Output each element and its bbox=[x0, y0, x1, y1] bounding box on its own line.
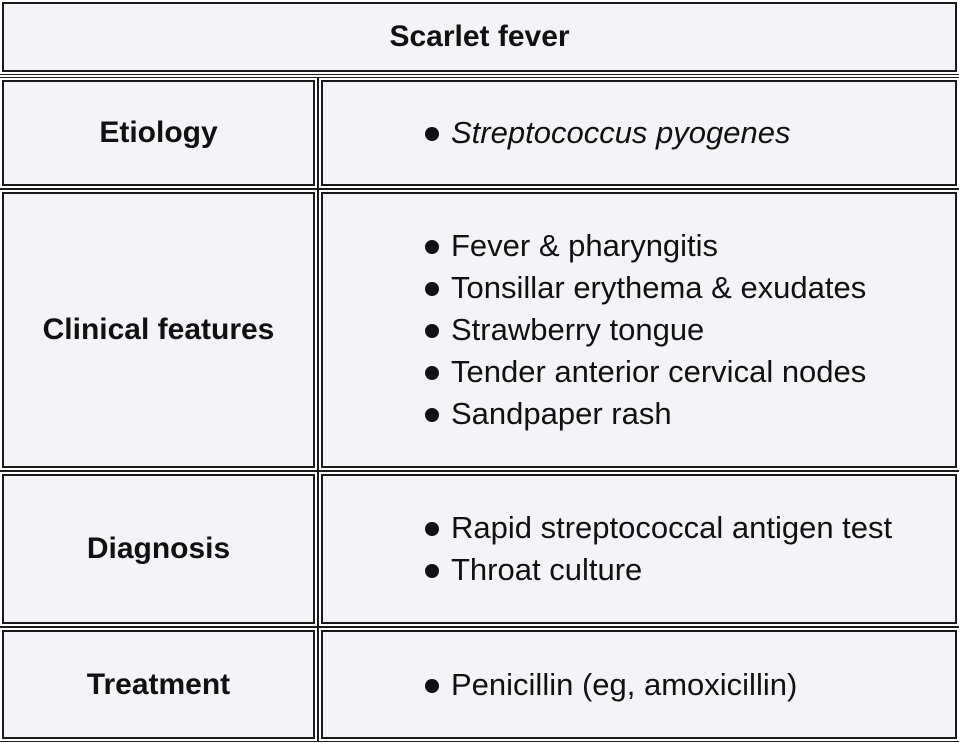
list-item: Tender anterior cervical nodes bbox=[423, 351, 866, 393]
bullet-list: Fever & pharyngitis Tonsillar erythema &… bbox=[323, 225, 866, 435]
list-item: Penicillin (eg, amoxicillin) bbox=[423, 664, 797, 706]
row-label-treatment: Treatment bbox=[0, 627, 318, 742]
list-item: Tonsillar erythema & exudates bbox=[423, 267, 866, 309]
list-item: Fever & pharyngitis bbox=[423, 225, 866, 267]
list-item: Rapid streptococcal antigen test bbox=[423, 507, 892, 549]
list-item: Streptococcus pyogenes bbox=[423, 112, 791, 154]
row-label-diagnosis: Diagnosis bbox=[0, 471, 318, 627]
row-label-etiology: Etiology bbox=[0, 77, 318, 189]
list-item: Sandpaper rash bbox=[423, 393, 866, 435]
bullet-list: Streptococcus pyogenes bbox=[323, 112, 791, 154]
row-label-clinical-features: Clinical features bbox=[0, 189, 318, 471]
bullet-list: Rapid streptococcal antigen test Throat … bbox=[323, 507, 892, 591]
bullet-list: Penicillin (eg, amoxicillin) bbox=[323, 664, 797, 706]
row-content-diagnosis: Rapid streptococcal antigen test Throat … bbox=[318, 471, 959, 627]
list-item: Strawberry tongue bbox=[423, 309, 866, 351]
row-content-etiology: Streptococcus pyogenes bbox=[318, 77, 959, 189]
row-content-clinical-features: Fever & pharyngitis Tonsillar erythema &… bbox=[318, 189, 959, 471]
table-title: Scarlet fever bbox=[0, 0, 959, 75]
row-content-treatment: Penicillin (eg, amoxicillin) bbox=[318, 627, 959, 742]
list-item: Throat culture bbox=[423, 549, 892, 591]
